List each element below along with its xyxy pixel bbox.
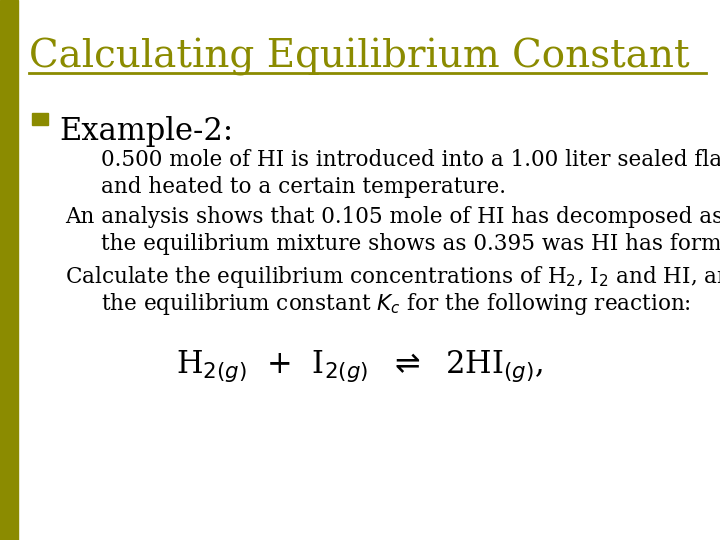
Bar	[32, 113, 48, 125]
Text: 0.500 mole of HI is introduced into a 1.00 liter sealed flask: 0.500 mole of HI is introduced into a 1.…	[101, 148, 720, 171]
Text: Calculating Equilibrium Constant: Calculating Equilibrium Constant	[29, 38, 690, 76]
Text: the equilibrium mixture shows as 0.395 was HI has formed.: the equilibrium mixture shows as 0.395 w…	[101, 233, 720, 255]
Text: Calculate the equilibrium concentrations of H$_2$, I$_2$ and HI, and: Calculate the equilibrium concentrations…	[65, 264, 720, 289]
Text: the equilibrium constant $K_c$ for the following reaction:: the equilibrium constant $K_c$ for the f…	[101, 291, 690, 316]
Bar	[0, 0, 18, 540]
Text: Example-2:: Example-2:	[59, 116, 233, 147]
Text: H$_{2(g)}$  +  I$_{2(g)}$  $\rightleftharpoons$  2HI$_{(g)}$,: H$_{2(g)}$ + I$_{2(g)}$ $\rightleftharpo…	[176, 348, 544, 384]
Text: An analysis shows that 0.105 mole of HI has decomposed as: An analysis shows that 0.105 mole of HI …	[65, 206, 720, 228]
Text: and heated to a certain temperature.: and heated to a certain temperature.	[101, 176, 505, 198]
